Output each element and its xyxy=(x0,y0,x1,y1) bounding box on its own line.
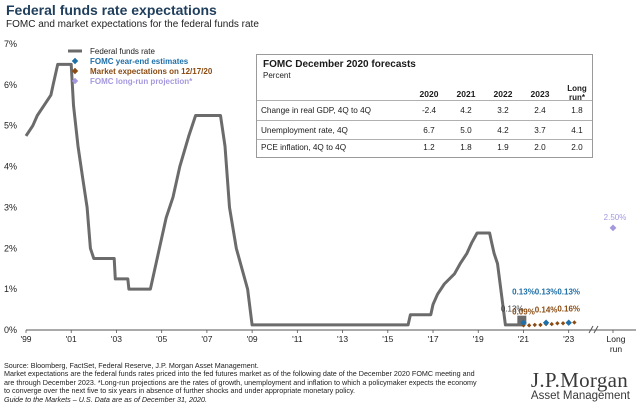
jpmorgan-logo: J.P.Morgan Asset Management xyxy=(531,368,630,402)
table-cell: 6.7 xyxy=(423,126,435,135)
table-rule xyxy=(257,100,592,101)
legend-swatch xyxy=(71,67,79,75)
table-row: Unemployment rate, 4Q 6.7 5.0 4.2 3.7 4.… xyxy=(257,121,592,140)
market-expectation-point xyxy=(555,321,560,326)
fomc-estimate-point xyxy=(520,319,527,326)
data-label: 0.13% xyxy=(535,288,558,297)
table-rule xyxy=(257,139,592,140)
x-tick-label: '05 xyxy=(156,334,167,344)
x-tick-label-run: run xyxy=(610,344,623,354)
data-label: 2.50% xyxy=(604,213,627,222)
table-cell: 3.2 xyxy=(497,106,509,115)
x-tick-label: '21 xyxy=(518,334,529,344)
axis-break-mark xyxy=(593,325,599,334)
x-tick-label: '03 xyxy=(111,334,122,344)
page-title: Federal funds rate expectations xyxy=(6,2,217,18)
page-subtitle: FOMC and market expectations for the fed… xyxy=(6,19,259,30)
legend-label: Federal funds rate xyxy=(90,47,155,56)
market-expectation-point xyxy=(560,321,566,326)
x-tick-label: '23 xyxy=(563,334,574,344)
table-cell: 2.4 xyxy=(534,106,546,115)
x-tick-label: '19 xyxy=(473,334,484,344)
x-tick-label: '07 xyxy=(201,334,212,344)
x-tick-label: '17 xyxy=(427,334,438,344)
table-cell: -2.4 xyxy=(421,106,437,115)
fomc-estimate-point xyxy=(565,319,572,326)
rate-chart: 0% 1% 2% 3% 4% 5% 6% 7% '99 '01 '03 '05 '07 '09 '11 '13… xyxy=(4,39,636,354)
table-cell: 2.0 xyxy=(534,143,546,152)
y-tick-label: 2% xyxy=(4,243,17,253)
table-cell: 5.0 xyxy=(460,126,472,135)
legend-label: FOMC long-run projection* xyxy=(90,77,193,86)
y-tick-label: 7% xyxy=(4,39,17,49)
x-tick-label: '13 xyxy=(337,334,348,344)
footnote-line: to converge over the next five to six ye… xyxy=(4,386,356,396)
table-cell: 3.7 xyxy=(534,126,546,135)
footnote-source: Source: Bloomberg, FactSet, Federal Rese… xyxy=(4,361,259,370)
axis-break-mark xyxy=(588,325,594,334)
market-expectation-point xyxy=(538,322,543,328)
data-label: 0.09% xyxy=(512,307,535,316)
table-cell: 2.0 xyxy=(571,143,583,152)
x-tick-label: '09 xyxy=(247,334,258,344)
table-cell: 1.8 xyxy=(571,106,583,115)
footnote-line: Market expectations are the federal fund… xyxy=(4,369,475,379)
y-tick-label: 6% xyxy=(4,80,17,90)
table-row-label: Unemployment rate, 4Q xyxy=(261,126,348,135)
legend-swatch xyxy=(71,77,79,85)
table-rule xyxy=(257,120,592,121)
data-label: 0.13% xyxy=(501,305,524,314)
data-label: 0.13% xyxy=(512,288,535,297)
table-header-2022: 2022 xyxy=(493,89,513,99)
table-row: PCE inflation, 4Q to 4Q 1.2 1.8 1.9 2.0 … xyxy=(257,138,592,157)
data-label: 0.14% xyxy=(535,305,558,314)
federal-funds-rate-line xyxy=(24,62,523,327)
data-label: 0.16% xyxy=(557,304,580,313)
table-cell: 4.2 xyxy=(497,126,509,135)
y-tick-label: 4% xyxy=(4,162,17,172)
guide-note: Guide to the Markets – U.S. Data are as … xyxy=(4,394,207,404)
market-expectation-point xyxy=(572,320,577,325)
table-header-long-run: Long run* xyxy=(567,84,587,102)
x-tick-label: '01 xyxy=(66,334,77,344)
table-row-label: Change in real GDP, 4Q to 4Q xyxy=(261,106,371,115)
forecast-table-unit: Percent xyxy=(263,71,291,80)
table-cell: 1.2 xyxy=(423,143,435,152)
table-header-2021: 2021 xyxy=(456,89,476,99)
x-tick-label: '11 xyxy=(292,334,303,344)
y-tick-label: 0% xyxy=(4,325,17,335)
table-row: Change in real GDP, 4Q to 4Q -2.4 4.2 3.… xyxy=(257,101,592,120)
y-tick-label: 5% xyxy=(4,121,17,131)
fomc-estimate-point xyxy=(542,319,550,326)
market-expectation-point xyxy=(549,321,554,327)
y-tick-label: 3% xyxy=(4,202,17,212)
market-expectation-point xyxy=(526,323,532,328)
logo-brand: J.P.Morgan xyxy=(530,368,629,392)
current-rate-marker xyxy=(517,315,527,325)
table-header-2023: 2023 xyxy=(530,89,550,99)
table-header-2020: 2020 xyxy=(419,89,439,99)
forecast-table-title: FOMC December 2020 forecasts xyxy=(263,59,416,70)
x-tick-label: '99 xyxy=(20,334,31,344)
legend-label: FOMC year-end estimates xyxy=(90,57,189,66)
table-row-label: PCE inflation, 4Q to 4Q xyxy=(261,143,347,152)
x-tick-label-long: Long xyxy=(607,334,626,344)
footnote-line: are through December 2023. *Long-run pro… xyxy=(4,377,477,387)
table-cell: 4.2 xyxy=(460,106,472,115)
table-cell: 1.9 xyxy=(497,143,509,152)
footnotes: Source: Bloomberg, FactSet, Federal Rese… xyxy=(4,361,516,404)
y-tick-label: 1% xyxy=(4,284,17,294)
table-cell: 4.1 xyxy=(571,126,583,135)
legend-label: Market expectations on 12/17/20 xyxy=(90,67,213,76)
forecast-table: FOMC December 2020 forecasts Percent 202… xyxy=(256,54,593,158)
data-label: 0.13% xyxy=(557,288,580,297)
market-expectation-point xyxy=(532,322,537,328)
logo-sub: Asset Management xyxy=(530,390,630,402)
table-cell: 1.8 xyxy=(460,143,472,152)
x-tick-label: '15 xyxy=(382,334,393,344)
legend-swatch xyxy=(71,57,79,65)
long-run-projection-point xyxy=(609,224,617,232)
